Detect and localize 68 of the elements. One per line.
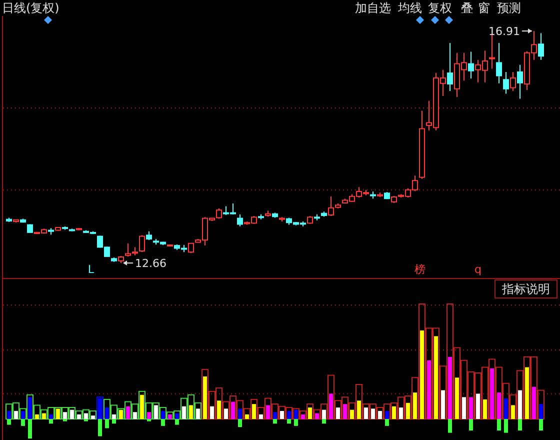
bar xyxy=(385,419,389,426)
candlestick xyxy=(517,64,523,100)
text: 加自选 xyxy=(355,1,391,15)
bar xyxy=(147,412,151,419)
bar xyxy=(476,394,480,419)
bar xyxy=(441,390,445,419)
bar xyxy=(427,360,431,419)
candlestick xyxy=(468,51,474,79)
bar xyxy=(497,419,501,430)
bar xyxy=(105,419,109,428)
bar xyxy=(210,406,214,419)
candlestick xyxy=(447,42,453,92)
bar xyxy=(497,392,501,419)
annotation: L xyxy=(88,263,95,276)
bar xyxy=(112,414,116,419)
bar xyxy=(175,419,179,425)
bar xyxy=(35,414,39,419)
bar xyxy=(469,419,473,430)
bar xyxy=(504,398,508,419)
bar xyxy=(287,419,291,424)
bar xyxy=(483,399,487,419)
text: 窗 xyxy=(478,1,490,15)
bar xyxy=(49,419,53,424)
bar xyxy=(518,390,522,419)
bar xyxy=(539,419,543,430)
bar xyxy=(161,419,165,426)
bar xyxy=(399,408,403,419)
bar xyxy=(462,397,466,419)
bar xyxy=(448,419,452,433)
bar xyxy=(238,419,242,428)
chart-title: 日线(复权) xyxy=(2,1,60,15)
bar xyxy=(217,400,221,419)
candlestick xyxy=(538,32,544,60)
annotation: 12.66 xyxy=(135,257,166,270)
bar xyxy=(273,419,277,424)
bar xyxy=(469,397,473,419)
bar xyxy=(525,367,529,419)
text: 叠 xyxy=(461,1,473,15)
bar xyxy=(357,400,361,419)
bar xyxy=(504,419,508,433)
bar xyxy=(539,404,543,419)
bar xyxy=(511,405,515,419)
text: 指标说明 xyxy=(501,282,550,296)
bar xyxy=(294,419,298,426)
text: 复权 xyxy=(428,1,452,15)
annotation: 16.91 xyxy=(488,25,520,38)
bar xyxy=(21,419,25,426)
candlestick xyxy=(503,71,509,94)
candlestick xyxy=(496,42,502,84)
bar xyxy=(420,330,424,419)
text: 均线 xyxy=(397,1,422,15)
bar xyxy=(518,419,522,430)
bar xyxy=(532,386,536,419)
annotation: 榜 xyxy=(414,263,426,276)
candlestick xyxy=(489,34,495,70)
bar xyxy=(455,378,459,419)
bar xyxy=(28,419,32,439)
bar xyxy=(189,405,193,419)
bar xyxy=(448,356,452,419)
bar xyxy=(98,419,102,436)
bar xyxy=(490,368,494,419)
bar xyxy=(322,419,326,424)
bar xyxy=(112,419,116,424)
bar xyxy=(413,392,417,419)
text: 预测 xyxy=(497,1,521,15)
bar xyxy=(329,394,333,419)
annotation: q xyxy=(474,263,482,276)
bar xyxy=(7,419,11,425)
